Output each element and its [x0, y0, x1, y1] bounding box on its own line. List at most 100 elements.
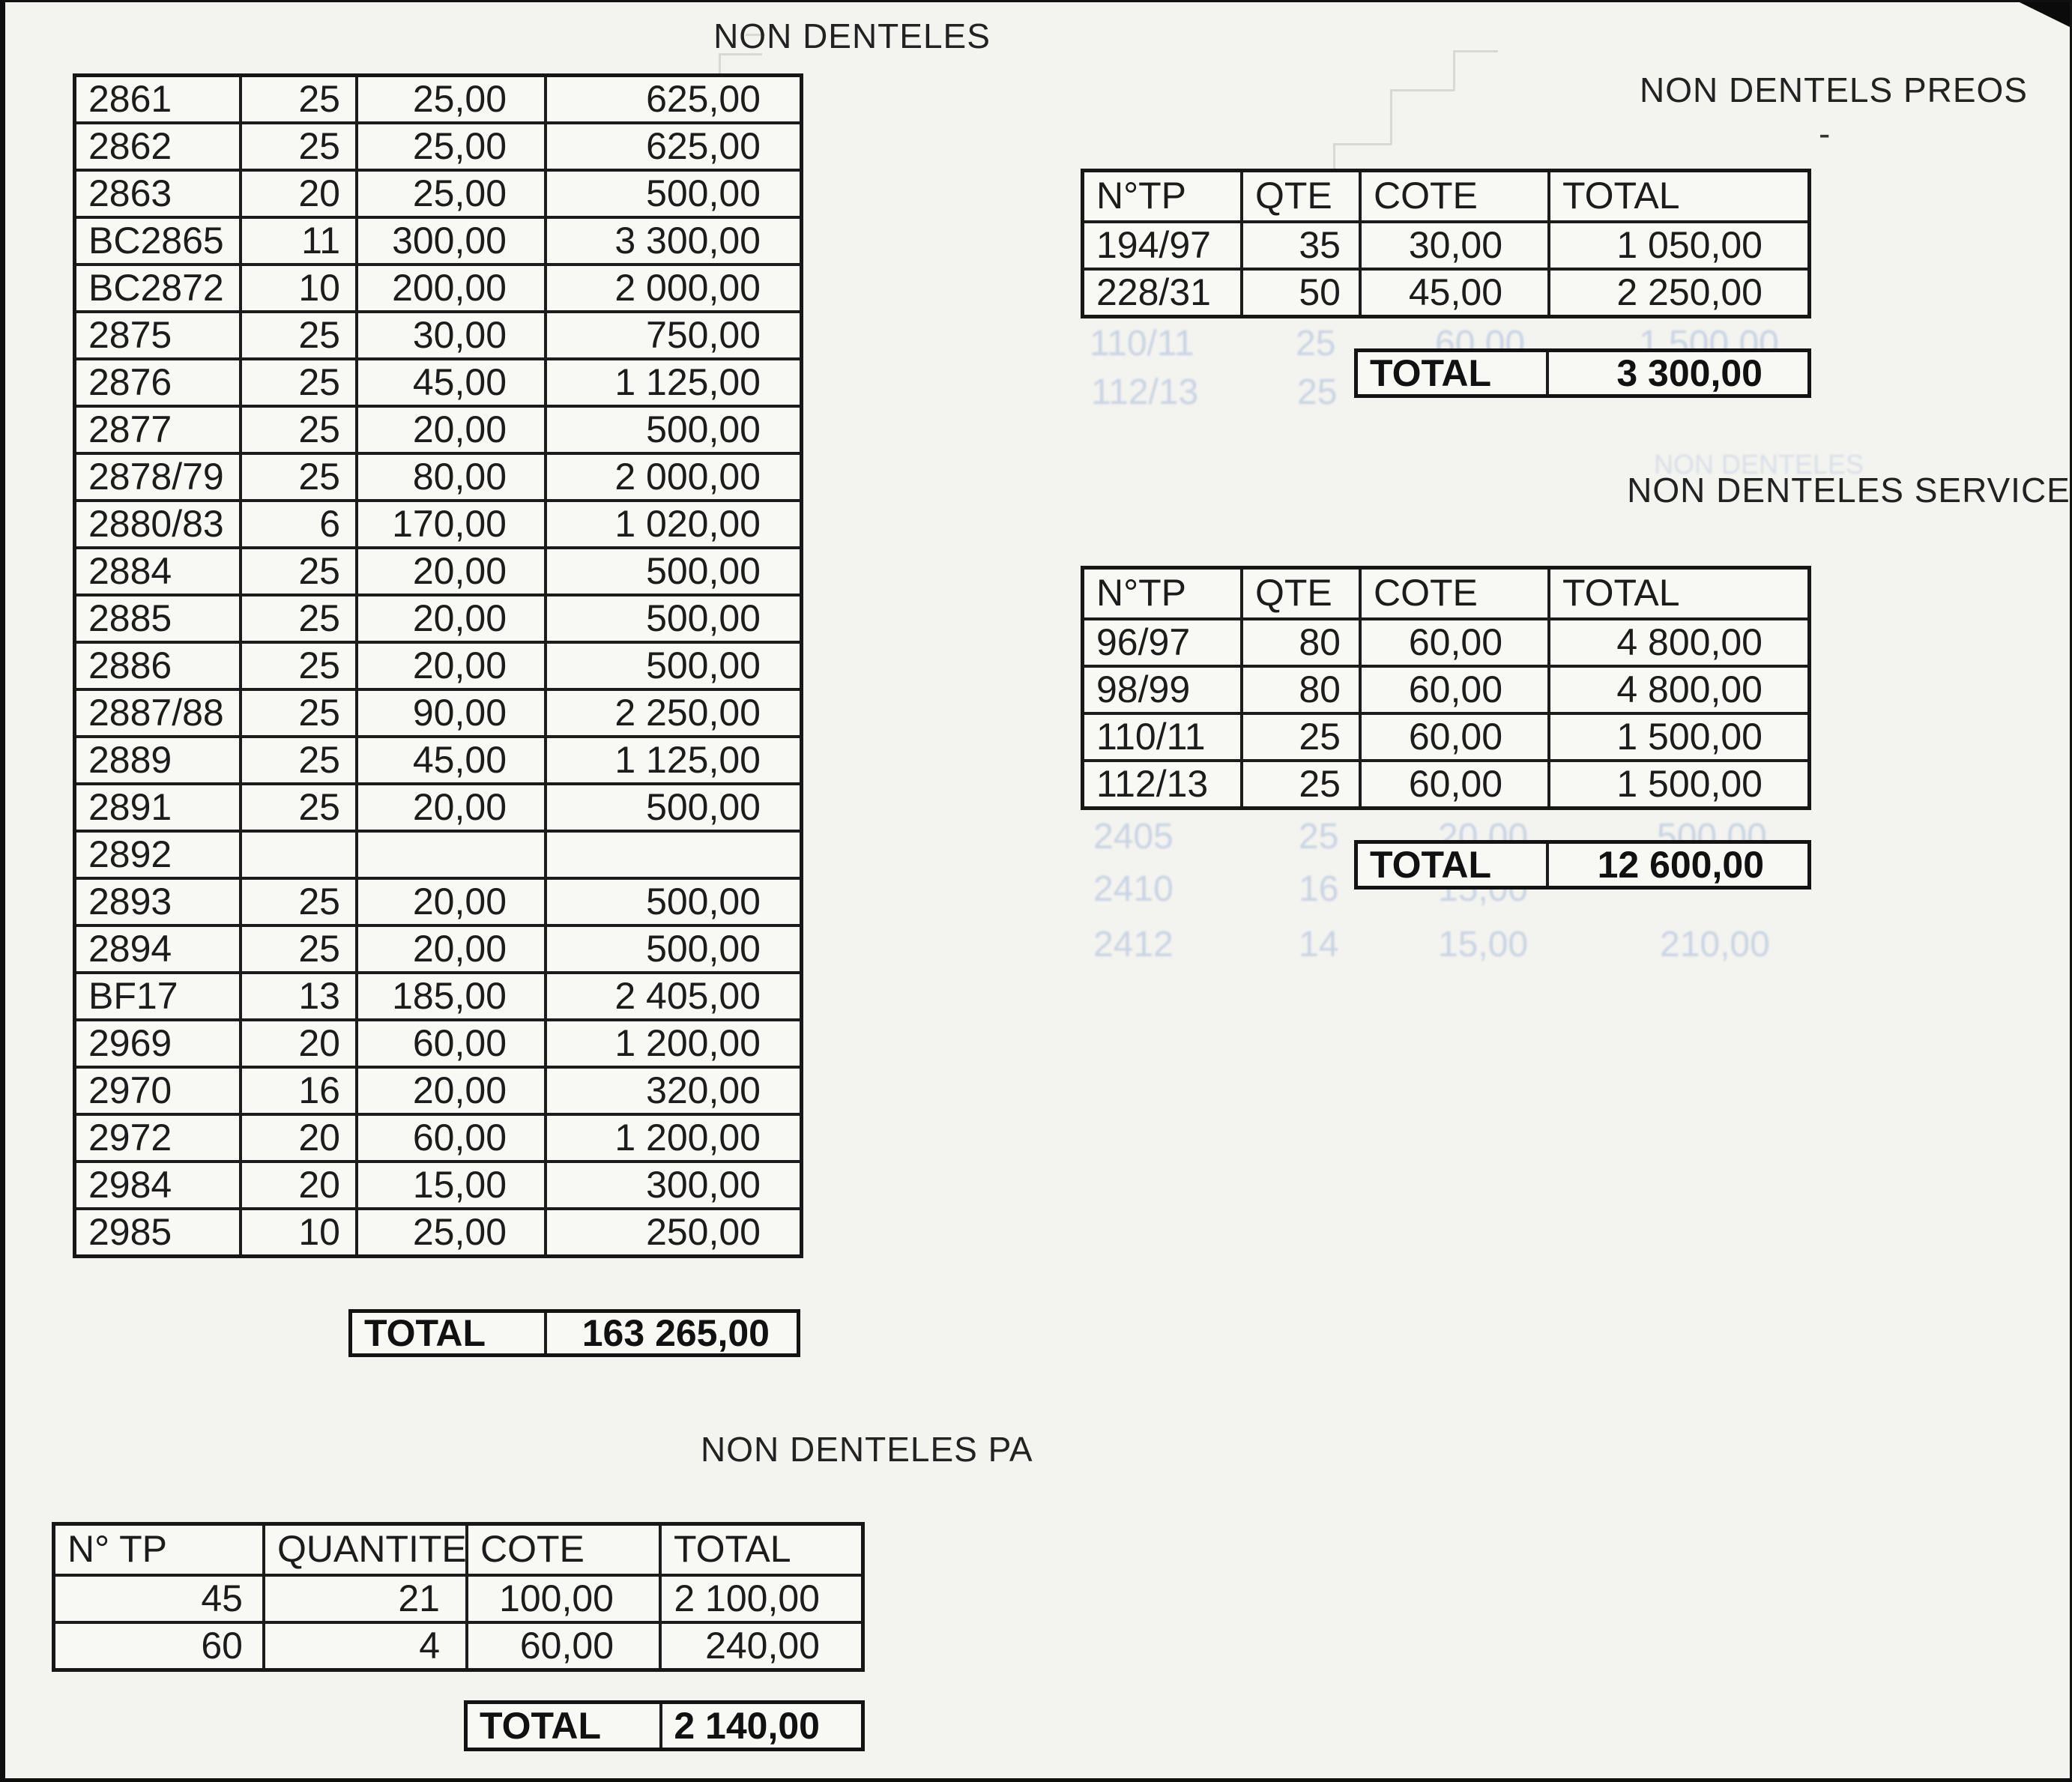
cell-cote: 60,00 — [1359, 668, 1547, 712]
total-value: 2 140,00 — [659, 1704, 861, 1748]
table-row: 112/13 25 60,00 1 500,00 — [1084, 759, 1807, 806]
service-total-box: TOTAL 12 600,00 — [1354, 840, 1811, 890]
cell-item-number: 2970 — [76, 1069, 239, 1113]
preos-total-box: TOTAL 3 300,00 — [1354, 348, 1811, 398]
cell-qte: 50 — [1240, 271, 1359, 315]
cell-item-number: 2863 — [76, 172, 239, 216]
cell-item-number: 2886 — [76, 644, 239, 688]
cell-quantity: 13 — [239, 974, 355, 1018]
table-row: 2884 25 20,00 500,00 — [76, 546, 800, 594]
cell-total: 750,00 — [544, 313, 800, 357]
cell-total: 2 000,00 — [544, 455, 800, 499]
total-label: TOTAL — [468, 1704, 659, 1748]
cell-quantity: 25 — [239, 455, 355, 499]
table-row: 2875 25 30,00 750,00 — [76, 310, 800, 357]
cell-ntp: 112/13 — [1084, 762, 1240, 806]
cell-item-number: 2969 — [76, 1021, 239, 1066]
header-ntp: N°TP — [1084, 172, 1240, 220]
table-row: 2970 16 20,00 320,00 — [76, 1066, 800, 1113]
cell-cote: 80,00 — [355, 455, 544, 499]
cell-total: 240,00 — [659, 1624, 861, 1668]
cell-qte: 80 — [1240, 620, 1359, 665]
ghost-text: 210,00 — [1660, 925, 1770, 964]
cell-total: 300,00 — [544, 1163, 800, 1207]
cell-item-number: 2880/83 — [76, 502, 239, 546]
cell-total: 1 500,00 — [1547, 715, 1807, 759]
cell-quantity: 25 — [239, 77, 355, 121]
section-title-non-dentels-preos: NON DENTELS PREOS — [1640, 70, 2028, 109]
table-header-row: N°TP QTE COTE TOTAL — [1084, 172, 1807, 220]
cell-qte: 25 — [1240, 715, 1359, 759]
total-label: TOTAL — [1358, 844, 1546, 886]
cell-item-number: 2876 — [76, 360, 239, 405]
table-row: 2892 — [76, 830, 800, 877]
cell-cote: 30,00 — [355, 313, 544, 357]
cell-cote: 20,00 — [355, 644, 544, 688]
cell-item-number: 2985 — [76, 1210, 239, 1254]
table-header-row: N° TP QUANTITE COTE TOTAL — [55, 1526, 861, 1574]
ghost-text: 25 — [1299, 817, 1339, 857]
table-row: 2885 25 20,00 500,00 — [76, 594, 800, 641]
total-row: TOTAL 2 140,00 — [468, 1704, 861, 1748]
table-row: 2886 25 20,00 500,00 — [76, 641, 800, 688]
cell-total: 320,00 — [544, 1069, 800, 1113]
cell-total: 1 500,00 — [1547, 762, 1807, 806]
section-title-non-denteles-service: NON DENTELES SERVICE — [1627, 471, 2071, 510]
table-row: 110/11 25 60,00 1 500,00 — [1084, 712, 1807, 759]
cell-quantity: 20 — [239, 1163, 355, 1207]
cell-total: 2 000,00 — [544, 266, 800, 310]
cell-item-number: BC2872 — [76, 266, 239, 310]
cell-total: 1 125,00 — [544, 738, 800, 782]
section-title-non-denteles-pa: NON DENTELES PA — [701, 1430, 1033, 1469]
cell-total — [544, 833, 800, 877]
cell-quantity: 20 — [239, 172, 355, 216]
total-value: 163 265,00 — [544, 1313, 797, 1353]
header-cote: COTE — [1359, 172, 1547, 220]
cell-total: 500,00 — [544, 927, 800, 971]
cell-cote: 25,00 — [355, 1210, 544, 1254]
header-qte: QTE — [1240, 172, 1359, 220]
table-row: BC2865 11 300,00 3 300,00 — [76, 216, 800, 263]
cell-item-number: 2887/88 — [76, 691, 239, 735]
cell-quantity: 25 — [239, 738, 355, 782]
cell-total: 625,00 — [544, 124, 800, 169]
scan-artifact — [719, 53, 721, 74]
cell-quantity: 25 — [239, 360, 355, 405]
cell-quantity: 20 — [239, 1116, 355, 1160]
table-row: 2877 25 20,00 500,00 — [76, 405, 800, 452]
cell-cote: 90,00 — [355, 691, 544, 735]
cell-item-number: 2893 — [76, 880, 239, 924]
ghost-text: 25 — [1296, 324, 1336, 363]
cell-total: 2 100,00 — [659, 1577, 861, 1621]
ghost-text: 2412 — [1093, 925, 1174, 964]
cell-qte: 25 — [1240, 762, 1359, 806]
cell-quantity: 25 — [239, 644, 355, 688]
table-row: 2863 20 25,00 500,00 — [76, 169, 800, 216]
scan-artifact — [1333, 143, 1392, 145]
cell-ntp: 228/31 — [1084, 271, 1240, 315]
total-label: TOTAL — [1358, 352, 1546, 394]
cell-quantity: 16 — [239, 1069, 355, 1113]
header-total: TOTAL — [1547, 172, 1807, 220]
cell-total: 2 250,00 — [544, 691, 800, 735]
cell-item-number: BC2865 — [76, 219, 239, 263]
scan-artifact — [1453, 50, 1455, 91]
cell-total: 4 800,00 — [1547, 668, 1807, 712]
cell-cote: 60,00 — [355, 1116, 544, 1160]
cell-cote: 60,00 — [1359, 620, 1547, 665]
cell-quantity: 25 — [239, 785, 355, 830]
table-header-row: N°TP QTE COTE TOTAL — [1084, 570, 1807, 617]
main-table-body: 2861 25 25,00 625,00 2862 25 25,00 625,0… — [76, 77, 800, 1254]
table-row: BF17 13 185,00 2 405,00 — [76, 971, 800, 1018]
total-value: 3 300,00 — [1546, 352, 1807, 394]
cell-cote: 60,00 — [465, 1624, 659, 1668]
cell-cote: 300,00 — [355, 219, 544, 263]
preos-table: N°TP QTE COTE TOTAL 194/97 35 30,00 1 05… — [1081, 169, 1811, 318]
total-row: TOTAL 3 300,00 — [1358, 352, 1807, 394]
table-row: BC2872 10 200,00 2 000,00 — [76, 263, 800, 310]
header-cote: COTE — [465, 1526, 659, 1574]
table-row: 2969 20 60,00 1 200,00 — [76, 1018, 800, 1066]
cell-total: 625,00 — [544, 77, 800, 121]
cell-total: 2 250,00 — [1547, 271, 1807, 315]
